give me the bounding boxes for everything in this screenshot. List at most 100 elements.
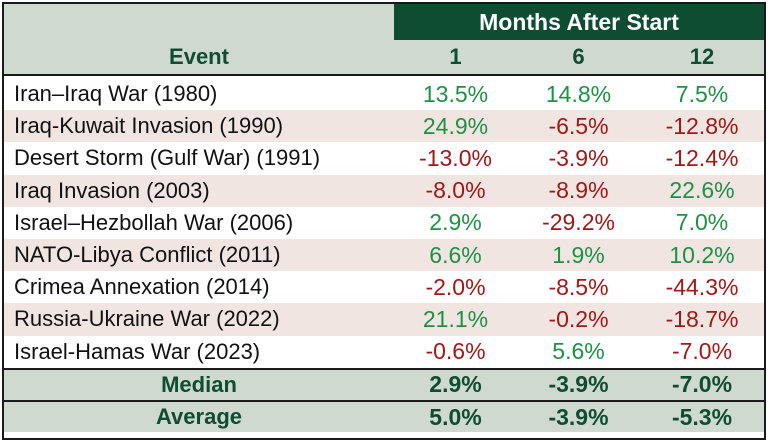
event-name: Israel–Hezbollah War (2006)	[14, 209, 294, 235]
month-6-value: -6.5%	[548, 112, 609, 139]
month-6-value-cell: 14.8%	[517, 78, 640, 110]
summary-row: Average 5.0% -3.9% -5.3%	[4, 400, 764, 433]
month-12-value-cell: 7.0%	[640, 207, 764, 239]
month-1-value-cell: -2.0%	[394, 271, 517, 303]
month-12-value-cell: -7.0%	[640, 370, 764, 400]
month-12-value: -44.3%	[665, 273, 739, 300]
header-row-group: Months After Start	[4, 4, 764, 40]
event-cell: Average	[4, 402, 394, 432]
month-6-value-cell: -29.2%	[517, 207, 640, 239]
event-cell: Crimea Annexation (2014)	[4, 271, 394, 303]
month-6-value-cell: 5.6%	[517, 336, 640, 368]
month-1-value-cell: 21.1%	[394, 303, 517, 335]
month-12-value-cell: -5.3%	[640, 402, 764, 432]
month-6-value: 1.9%	[552, 241, 605, 268]
month-1-value-cell: -8.0%	[394, 175, 517, 207]
month-6-value-cell: -3.9%	[517, 142, 640, 174]
month-1-value-cell: 13.5%	[394, 78, 517, 110]
event-name: Crimea Annexation (2014)	[14, 274, 270, 300]
month-6-value-cell: -3.9%	[517, 402, 640, 432]
month-1-value: 2.9%	[429, 371, 482, 398]
month-12-value-cell: 22.6%	[640, 175, 764, 207]
month-6-value: -29.2%	[542, 209, 615, 236]
event-cell: Desert Storm (Gulf War) (1991)	[4, 142, 394, 174]
table-row: Iran–Iraq War (1980) 13.5% 14.8% 7.5%	[4, 78, 764, 111]
event-name: Iran–Iraq War (1980)	[14, 81, 218, 107]
month-12-label: 12	[689, 44, 715, 69]
month-12-value-cell: -12.8%	[640, 110, 764, 142]
event-column-header: Event	[4, 40, 394, 74]
month-12-value: -5.3%	[671, 403, 733, 430]
month-6-value: -8.5%	[548, 273, 609, 300]
summary-row: Median 2.9% -3.9% -7.0%	[4, 367, 764, 400]
month-6-value: -0.2%	[548, 305, 609, 332]
month-1-value: 24.9%	[422, 112, 489, 139]
event-name: Iraq-Kuwait Invasion (1990)	[14, 113, 284, 139]
table-row: Desert Storm (Gulf War) (1991) -13.0% -3.9…	[4, 142, 764, 175]
month-12-value: 22.6%	[669, 177, 735, 204]
event-cell: Iraq Invasion (2003)	[4, 175, 394, 207]
month-6-value-cell: -3.9%	[517, 370, 640, 400]
month-6-value-cell: -8.9%	[517, 175, 640, 207]
month-1-value-cell: 24.9%	[394, 110, 517, 142]
summary-label: Median	[161, 371, 237, 397]
event-cell: Iraq-Kuwait Invasion (1990)	[4, 110, 394, 142]
month-6-header: 6	[517, 40, 640, 74]
table-row: Iraq-Kuwait Invasion (1990) 24.9% -6.5% -12…	[4, 110, 764, 143]
month-1-value: -8.0%	[425, 177, 486, 204]
month-1-value-cell: 2.9%	[394, 370, 517, 400]
month-6-value-cell: -0.2%	[517, 303, 640, 335]
month-1-value-cell: 6.6%	[394, 239, 517, 271]
header-corner	[4, 4, 394, 40]
month-1-value: 2.9%	[429, 209, 482, 236]
month-12-value-cell: -18.7%	[640, 303, 764, 335]
table-row: Crimea Annexation (2014) -2.0% -8.5% -44.3%	[4, 271, 764, 304]
month-12-value-cell: -44.3%	[640, 271, 764, 303]
month-6-value-cell: 1.9%	[517, 239, 640, 271]
month-12-value: -7.0%	[671, 371, 733, 398]
month-6-value-cell: -8.5%	[517, 271, 640, 303]
month-1-value: 5.0%	[429, 403, 482, 430]
event-name: Russia-Ukraine War (2022)	[14, 306, 280, 332]
header-row-columns: Event 1 6 12	[4, 40, 764, 76]
event-cell: Israel–Hezbollah War (2006)	[4, 207, 394, 239]
summary-label: Average	[155, 404, 242, 430]
month-1-value-cell: -13.0%	[394, 142, 517, 174]
returns-table: Months After Start Event 1 6 12 Iran–Ira…	[2, 2, 766, 440]
month-1-value: -13.0%	[419, 144, 492, 171]
table-row: NATO-Libya Conflict (2011) 6.6% 1.9% 10.2%	[4, 239, 764, 272]
table-row: Israel–Hezbollah War (2006) 2.9% -29.2% 7.0…	[4, 206, 764, 239]
month-1-value-cell: 5.0%	[394, 402, 517, 432]
event-cell: NATO-Libya Conflict (2011)	[4, 239, 394, 271]
month-12-value-cell: -7.0%	[640, 336, 764, 368]
month-6-label: 6	[572, 44, 585, 69]
month-12-value: -12.4%	[665, 144, 739, 171]
table-row: Israel-Hamas War (2023) -0.6% 5.6% -7.0%	[4, 335, 764, 368]
event-cell: Median	[4, 370, 394, 400]
month-12-value: -18.7%	[665, 305, 739, 332]
month-12-value: 7.5%	[675, 80, 729, 107]
event-name: Iraq Invasion (2003)	[14, 177, 210, 203]
event-cell: Iran–Iraq War (1980)	[4, 78, 394, 110]
month-1-value: -0.6%	[425, 338, 486, 365]
month-6-value-cell: -6.5%	[517, 110, 640, 142]
event-cell: Israel-Hamas War (2023)	[4, 336, 394, 368]
table-row: Russia-Ukraine War (2022) 21.1% -0.2% -18.7…	[4, 303, 764, 336]
month-6-value: -3.9%	[548, 403, 609, 430]
event-header-label: Event	[169, 44, 229, 69]
month-12-value: 7.0%	[675, 209, 729, 236]
month-12-value: -7.0%	[671, 338, 733, 365]
month-1-value-cell: -0.6%	[394, 336, 517, 368]
month-6-value: -8.9%	[548, 177, 609, 204]
event-name: NATO-Libya Conflict (2011)	[14, 242, 281, 268]
month-1-value: 13.5%	[422, 80, 489, 107]
table-row: Iraq Invasion (2003) -8.0% -8.9% 22.6%	[4, 174, 764, 207]
month-6-value: 5.6%	[552, 338, 605, 365]
event-name: Desert Storm (Gulf War) (1991)	[14, 145, 321, 171]
event-cell: Russia-Ukraine War (2022)	[4, 303, 394, 335]
month-6-value: 14.8%	[545, 80, 612, 107]
event-name: Israel-Hamas War (2023)	[14, 338, 261, 364]
month-12-value-cell: 7.5%	[640, 78, 764, 110]
month-1-label: 1	[449, 44, 462, 69]
month-1-value: -2.0%	[425, 273, 486, 300]
